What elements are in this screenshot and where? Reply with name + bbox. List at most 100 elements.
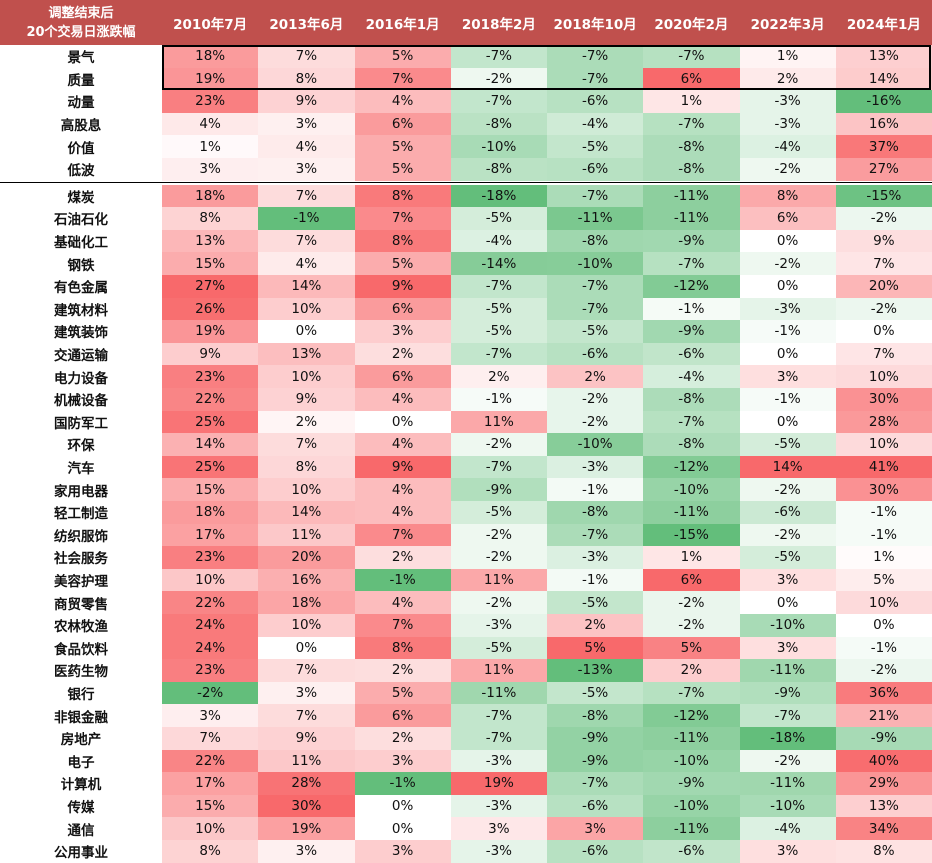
heatmap-cell: 25% xyxy=(162,455,259,479)
heatmap-cell: 17% xyxy=(162,523,259,547)
heatmap-cell: -2% xyxy=(739,749,836,773)
heatmap-cell: 11% xyxy=(450,410,547,434)
heatmap-cell: 1% xyxy=(643,90,740,113)
heatmap-cell: 30% xyxy=(835,478,932,501)
heatmap-cell: 0% xyxy=(739,229,836,253)
heatmap-cell: 40% xyxy=(835,749,932,773)
heatmap-cell: 14% xyxy=(162,433,259,456)
row-label: 食品饮料 xyxy=(54,641,108,658)
heatmap-cell: 2% xyxy=(354,659,451,682)
heatmap-cell: -8% xyxy=(547,704,644,727)
heatmap-cell: -13% xyxy=(547,659,644,682)
heatmap-cell: 0% xyxy=(354,817,451,840)
heatmap-cell: 1% xyxy=(739,45,836,68)
heatmap-cell: 36% xyxy=(835,681,932,705)
heatmap-cell: -5% xyxy=(450,297,547,321)
heatmap-cell: 0% xyxy=(258,320,355,343)
corner-header: 调整结束后 20个交易日涨跌幅 xyxy=(0,0,162,45)
heatmap-cell: -2% xyxy=(739,158,836,181)
heatmap-cell: 2% xyxy=(354,342,451,366)
heatmap-cell: -7% xyxy=(547,297,644,321)
heatmap-cell: 23% xyxy=(162,659,259,682)
heatmap-cell: -11% xyxy=(643,207,740,230)
heatmap-cell: 10% xyxy=(835,433,932,456)
heatmap-cell: 5% xyxy=(354,135,451,158)
heatmap-cell: -8% xyxy=(643,158,740,181)
heatmap-cell: -7% xyxy=(643,45,740,68)
row-label: 家用电器 xyxy=(54,483,108,500)
corner-header-line-1: 调整结束后 xyxy=(48,5,114,21)
heatmap-cell: 7% xyxy=(258,433,355,456)
heatmap-cell: 2% xyxy=(354,546,451,569)
heatmap-cell: -15% xyxy=(643,523,740,547)
heatmap-cell: -9% xyxy=(547,727,644,750)
row-label: 公用事业 xyxy=(54,845,108,862)
row-label: 机械设备 xyxy=(54,393,108,410)
heatmap-cell: 10% xyxy=(258,365,355,388)
heatmap-cell: 7% xyxy=(258,704,355,727)
heatmap-cell: -3% xyxy=(739,90,836,113)
heatmap-cell: 9% xyxy=(258,727,355,750)
row-label: 传媒 xyxy=(67,800,95,817)
heatmap-cell: -1% xyxy=(547,478,644,501)
heatmap-cell: 8% xyxy=(162,207,259,230)
heatmap-cell: 17% xyxy=(162,772,259,795)
row-label: 电子 xyxy=(67,754,95,771)
heatmap-cell: 2% xyxy=(547,614,644,637)
heatmap-cell: 10% xyxy=(835,591,932,614)
heatmap-cell: -11% xyxy=(643,727,740,750)
heatmap-cell: -8% xyxy=(547,501,644,524)
heatmap-cell: -2% xyxy=(162,681,259,705)
heatmap-cell: 4% xyxy=(258,252,355,275)
heatmap-cell: -7% xyxy=(547,45,644,68)
heatmap-cell: 13% xyxy=(162,229,259,253)
heatmap-cell: 3% xyxy=(258,840,355,863)
heatmap-cell: 5% xyxy=(547,636,644,660)
heatmap-cell: 3% xyxy=(258,681,355,705)
heatmap-cell: -6% xyxy=(547,158,644,181)
heatmap-cell: -7% xyxy=(547,523,644,547)
heatmap-cell: 10% xyxy=(835,365,932,388)
heatmap-cell: -18% xyxy=(450,184,547,208)
heatmap-cell: 4% xyxy=(354,433,451,456)
heatmap-cell: 5% xyxy=(354,252,451,275)
row-label: 建筑材料 xyxy=(54,302,108,319)
heatmap-cell: -11% xyxy=(643,817,740,840)
heatmap-cell: -7% xyxy=(547,184,644,208)
heatmap-cell: -9% xyxy=(547,749,644,773)
row-label: 价值 xyxy=(67,140,95,157)
heatmap-cell: -10% xyxy=(643,794,740,818)
column-header: 2013年6月 xyxy=(258,0,355,45)
heatmap-cell: 6% xyxy=(354,704,451,727)
heatmap-cell: -8% xyxy=(643,135,740,158)
heatmap-cell: -2% xyxy=(835,207,932,230)
heatmap-cell: 15% xyxy=(162,252,259,275)
row-label: 景气 xyxy=(67,50,95,67)
heatmap-cell: 0% xyxy=(354,794,451,818)
heatmap-cell: -5% xyxy=(450,636,547,660)
heatmap-cell: -2% xyxy=(450,433,547,456)
heatmap-cell: 2% xyxy=(643,659,740,682)
column-header: 2010年7月 xyxy=(162,0,259,45)
heatmap-cell: 9% xyxy=(162,342,259,366)
heatmap-cell: 9% xyxy=(354,455,451,479)
heatmap-cell: 4% xyxy=(258,135,355,158)
heatmap-cell: -7% xyxy=(739,704,836,727)
heatmap-cell: 7% xyxy=(354,614,451,637)
heatmap-cell: -2% xyxy=(643,591,740,614)
heatmap-cell: 6% xyxy=(354,297,451,321)
heatmap-cell: -2% xyxy=(450,546,547,569)
heatmap-cell: -11% xyxy=(547,207,644,230)
heatmap-cell: 4% xyxy=(354,478,451,501)
heatmap-cell: 8% xyxy=(354,229,451,253)
heatmap-cell: -7% xyxy=(450,90,547,113)
heatmap-cell: 9% xyxy=(354,275,451,298)
heatmap-cell: 16% xyxy=(835,112,932,136)
heatmap-cell: 20% xyxy=(258,546,355,569)
heatmap-cell: 9% xyxy=(258,388,355,411)
row-label: 农林牧渔 xyxy=(54,619,108,636)
heatmap-cell: 9% xyxy=(258,90,355,113)
heatmap-cell: -11% xyxy=(643,501,740,524)
row-label: 商贸零售 xyxy=(54,596,108,613)
heatmap-cell: 2% xyxy=(258,410,355,434)
